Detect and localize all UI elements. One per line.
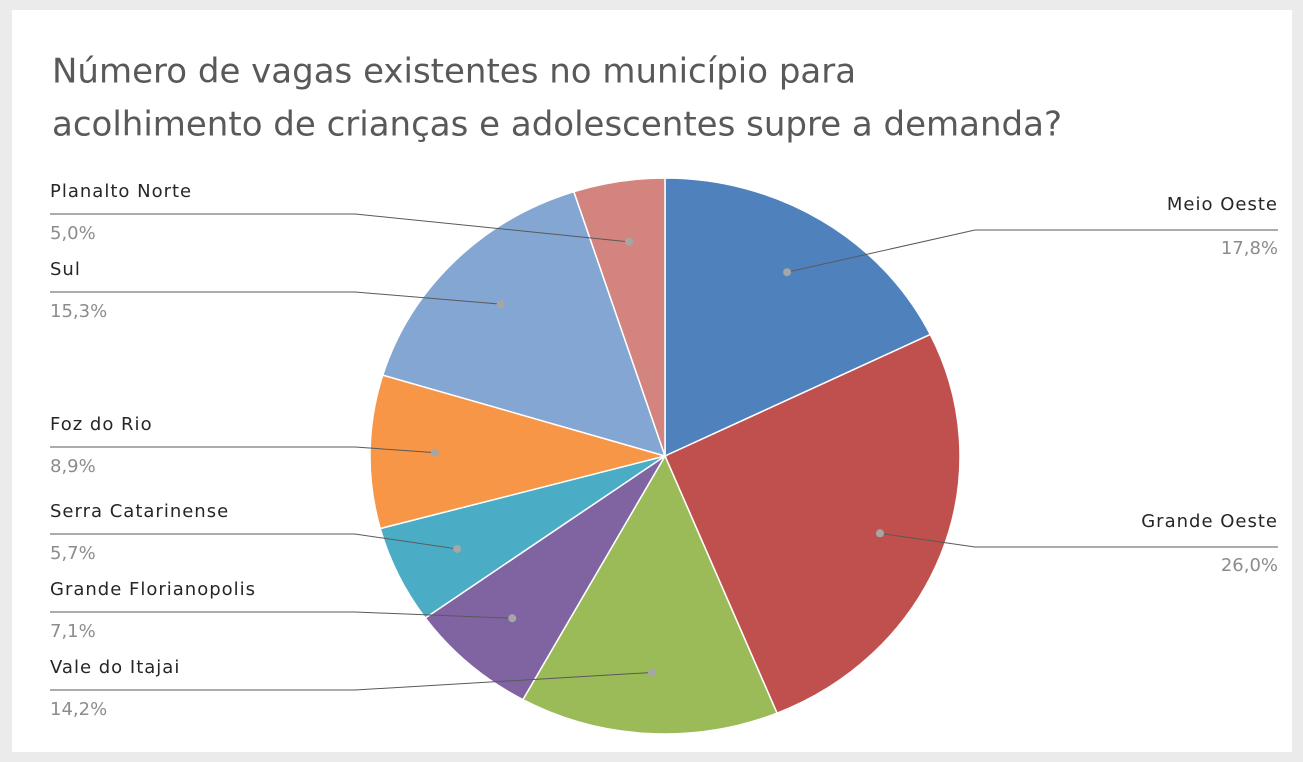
leader-dot	[625, 237, 634, 246]
leader-line	[50, 291, 501, 305]
slice-name: Meio Oeste	[1167, 194, 1278, 215]
leader-dot	[430, 448, 439, 457]
pie-slice	[572, 177, 666, 457]
leader-line	[50, 611, 513, 619]
chart-title: Número de vagas existentes no município …	[52, 52, 856, 92]
leader-line	[50, 446, 435, 454]
leader-dot	[783, 268, 792, 277]
slice-name: Sul	[50, 259, 81, 280]
slice-value: 14,2%	[50, 699, 107, 720]
slice-value: 8,9%	[50, 456, 96, 477]
slice-name: Foz do Rio	[50, 414, 153, 435]
leader-dot	[647, 668, 656, 677]
slice-value: 17,8%	[1221, 238, 1278, 259]
pie-slice	[381, 190, 667, 458]
slice-name: Vale do Itajai	[50, 657, 180, 678]
leader-dot	[508, 614, 517, 623]
slice-name: Serra Catarinense	[50, 501, 229, 522]
pie-slice	[521, 454, 779, 735]
leader-line	[50, 213, 630, 243]
leader-dot	[453, 544, 462, 553]
pie-slice	[664, 177, 932, 458]
leader-line	[879, 532, 1278, 548]
slice-name: Planalto Norte	[50, 181, 192, 202]
slice-name: Grande Florianopolis	[50, 579, 256, 600]
slice-value: 5,0%	[50, 223, 96, 244]
leader-line	[50, 671, 653, 691]
pie-slice	[424, 455, 666, 701]
slice-value: 5,7%	[50, 543, 96, 564]
pie-slice	[664, 333, 961, 715]
slice-value: 26,0%	[1221, 555, 1278, 576]
slice-value: 15,3%	[50, 301, 107, 322]
leader-line	[50, 533, 458, 550]
leader-line	[786, 229, 1278, 273]
leader-dot	[496, 300, 505, 309]
pie-slice	[369, 374, 668, 530]
slice-value: 7,1%	[50, 621, 96, 642]
slice-name: Grande Oeste	[1141, 511, 1278, 532]
leader-dot	[875, 529, 884, 538]
chart-title: acolhimento de crianças e adolescentes s…	[52, 105, 1062, 145]
